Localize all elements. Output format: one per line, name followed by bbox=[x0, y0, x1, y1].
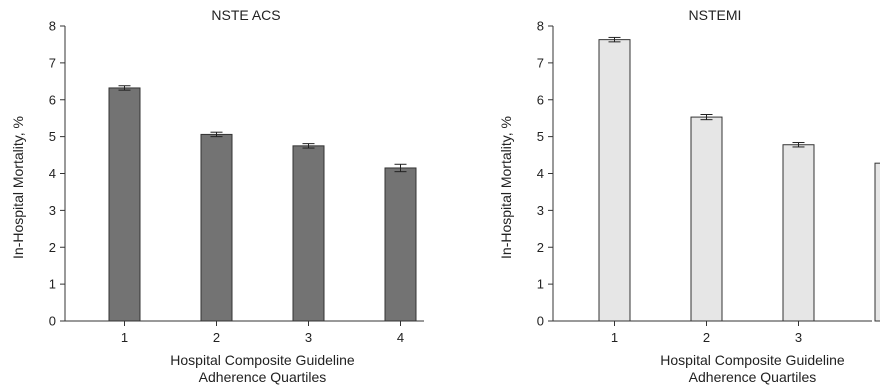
panel2-x-axis-label-line-1: Hospital Composite Guideline bbox=[660, 352, 845, 368]
panel2-chart-title: NSTEMI bbox=[689, 7, 742, 23]
panel2-y-tick-label-7: 7 bbox=[537, 55, 544, 70]
panel2-bar-2 bbox=[690, 116, 723, 322]
panel2-y-tick-label-5: 5 bbox=[537, 129, 544, 144]
panel1-bar-1 bbox=[108, 87, 141, 322]
panel1-y-axis-label: In-Hospital Mortality, % bbox=[10, 116, 26, 259]
panel1-x-axis-label-line-1: Hospital Composite Guideline bbox=[170, 352, 355, 368]
panel2-x-tick-label-1: 1 bbox=[611, 330, 618, 345]
panel2-y-tick-label-6: 6 bbox=[537, 92, 544, 107]
panel1-y-tick-label-4: 4 bbox=[49, 166, 56, 181]
panel1-y-tick-label-5: 5 bbox=[49, 129, 56, 144]
panel2-y-tick-label-8: 8 bbox=[537, 19, 544, 34]
panel1-x-tick-label-3: 3 bbox=[305, 330, 312, 345]
panel1-bar-3 bbox=[292, 145, 325, 322]
panel2-x-tick-label-2: 2 bbox=[703, 330, 710, 345]
panel2-y-tick-label-3: 3 bbox=[537, 203, 544, 218]
panel2-x-tick-label-3: 3 bbox=[795, 330, 802, 345]
panel2-y-tick-label-1: 1 bbox=[537, 277, 544, 292]
panel2-bar-1 bbox=[598, 39, 631, 322]
panel1-y-tick-label-0: 0 bbox=[49, 314, 56, 329]
panel1-x-tick-label-4: 4 bbox=[397, 330, 404, 345]
panel1-y-tick-label-8: 8 bbox=[49, 19, 56, 34]
panel1-y-tick-label-3: 3 bbox=[49, 203, 56, 218]
panel2-x-axis-label-line-2: Adherence Quartiles bbox=[689, 369, 817, 385]
panel1-bar-4 bbox=[384, 167, 417, 322]
panel1-y-tick-label-7: 7 bbox=[49, 55, 56, 70]
panel1-x-tick-label-1: 1 bbox=[121, 330, 128, 345]
panel1-x-axis-label-line-2: Adherence Quartiles bbox=[199, 369, 327, 385]
panel2-bar-3 bbox=[782, 144, 815, 322]
panel2-y-tick-label-2: 2 bbox=[537, 240, 544, 255]
panel2-y-axis-label: In-Hospital Mortality, % bbox=[498, 116, 514, 259]
panel1-chart-title: NSTE ACS bbox=[211, 7, 280, 23]
panel1-x-tick-label-2: 2 bbox=[213, 330, 220, 345]
panel1-bar-2 bbox=[200, 133, 233, 322]
panel1-y-tick-label-1: 1 bbox=[49, 277, 56, 292]
panel2-bar-4 bbox=[874, 162, 880, 322]
panel1-y-tick-label-2: 2 bbox=[49, 240, 56, 255]
panel1-y-tick-label-6: 6 bbox=[49, 92, 56, 107]
panel2-y-tick-label-0: 0 bbox=[537, 314, 544, 329]
panel2-y-tick-label-4: 4 bbox=[537, 166, 544, 181]
